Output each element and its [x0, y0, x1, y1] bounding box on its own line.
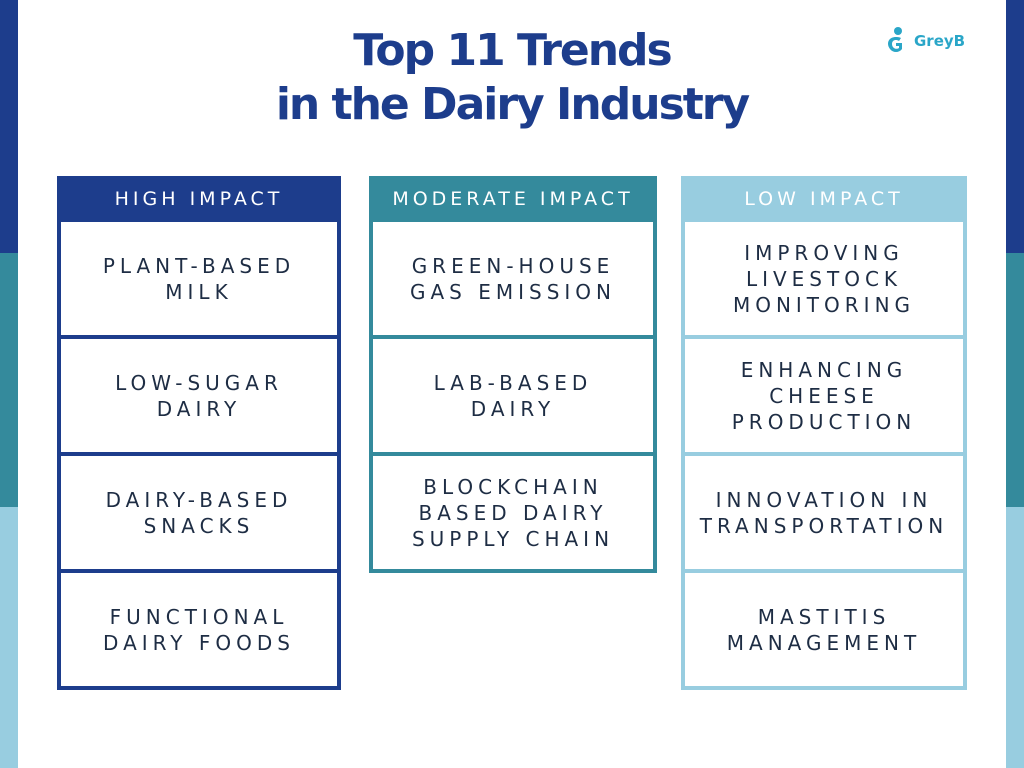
column-high-impact: HIGH IMPACT PLANT-BASED MILK LOW-SUGAR D… — [57, 176, 341, 690]
left-band-teal — [0, 253, 18, 507]
column-moderate-impact: MODERATE IMPACT GREEN-HOUSE GAS EMISSION… — [369, 176, 657, 573]
right-band-light — [1006, 507, 1024, 768]
left-band-dark — [0, 0, 18, 253]
page-title: Top 11 Trends in the Dairy Industry — [0, 24, 1024, 132]
low-impact-list: IMPROVING LIVESTOCK MONITORING ENHANCING… — [681, 222, 967, 690]
trend-label: IMPROVING LIVESTOCK MONITORING — [732, 240, 916, 317]
trend-label: ENHANCING CHEESE PRODUCTION — [731, 357, 917, 434]
column-header-moderate-impact: MODERATE IMPACT — [369, 176, 657, 222]
title-line-1: Top 11 Trends — [353, 25, 673, 76]
greyb-logo: GreyB — [884, 26, 965, 56]
trend-label: INNOVATION IN TRANSPORTATION — [699, 487, 949, 538]
trend-cell: IMPROVING LIVESTOCK MONITORING — [685, 222, 963, 335]
trend-cell: BLOCKCHAIN BASED DAIRY SUPPLY CHAIN — [373, 452, 653, 569]
trend-cell: GREEN-HOUSE GAS EMISSION — [373, 222, 653, 335]
logo-text: GreyB — [914, 32, 966, 50]
trend-cell: INNOVATION IN TRANSPORTATION — [685, 452, 963, 569]
trend-label: GREEN-HOUSE GAS EMISSION — [409, 253, 616, 304]
moderate-impact-list: GREEN-HOUSE GAS EMISSION LAB-BASED DAIRY… — [369, 222, 657, 573]
right-band-teal — [1006, 253, 1024, 507]
trend-label: PLANT-BASED MILK — [102, 253, 296, 304]
greyb-logo-icon — [888, 27, 902, 52]
trend-label: DAIRY-BASED SNACKS — [105, 487, 293, 538]
right-band-dark — [1006, 0, 1024, 253]
high-impact-list: PLANT-BASED MILK LOW-SUGAR DAIRY DAIRY-B… — [57, 222, 341, 690]
trend-label: MASTITIS MANAGEMENT — [726, 604, 922, 655]
trend-cell: FUNCTIONAL DAIRY FOODS — [61, 569, 337, 686]
trend-label: LAB-BASED DAIRY — [433, 370, 593, 421]
column-header-high-impact: HIGH IMPACT — [57, 176, 341, 222]
trend-cell: MASTITIS MANAGEMENT — [685, 569, 963, 686]
trend-label: LOW-SUGAR DAIRY — [115, 370, 283, 421]
trend-cell: PLANT-BASED MILK — [61, 222, 337, 335]
left-band-light — [0, 507, 18, 768]
column-low-impact: LOW IMPACT IMPROVING LIVESTOCK MONITORIN… — [681, 176, 967, 690]
trend-cell: ENHANCING CHEESE PRODUCTION — [685, 335, 963, 452]
trend-cell: LAB-BASED DAIRY — [373, 335, 653, 452]
trend-cell: DAIRY-BASED SNACKS — [61, 452, 337, 569]
trend-label: BLOCKCHAIN BASED DAIRY SUPPLY CHAIN — [411, 474, 615, 551]
title-line-2: in the Dairy Industry — [275, 79, 750, 130]
trend-label: FUNCTIONAL DAIRY FOODS — [103, 604, 295, 655]
column-header-low-impact: LOW IMPACT — [681, 176, 967, 222]
trend-cell: LOW-SUGAR DAIRY — [61, 335, 337, 452]
